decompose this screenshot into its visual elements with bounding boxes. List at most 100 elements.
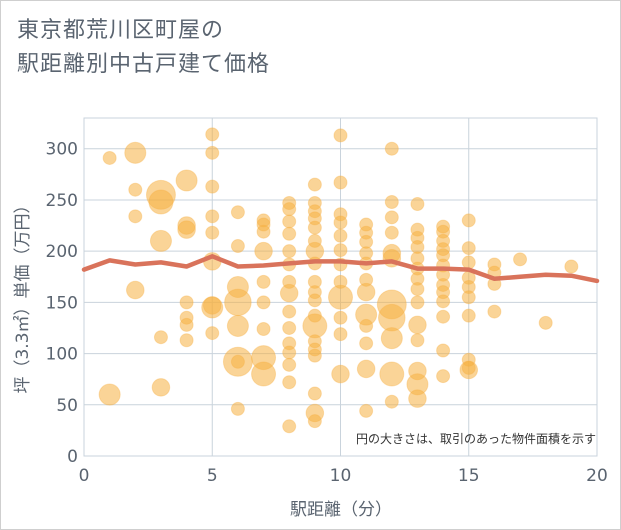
chart-note: 円の大きさは、取引のあった物件面積を示す (356, 431, 596, 446)
bubble-point (282, 214, 297, 229)
bubble-point (379, 361, 405, 387)
y-tick-label: 100 (46, 345, 78, 365)
bubble-point (333, 327, 348, 342)
bubble-point (128, 209, 143, 224)
bubble-point (356, 359, 376, 379)
bubble-point (148, 189, 174, 215)
bubble-point (380, 327, 403, 350)
bubble-point (282, 274, 297, 289)
bubble-point (230, 354, 245, 369)
bubble-point (202, 296, 222, 315)
bubble-point (307, 233, 322, 248)
bubble-point (461, 308, 476, 323)
bubble-point (124, 141, 147, 164)
bubble-point (256, 321, 271, 336)
bubble-point (436, 294, 451, 309)
bubble-point (153, 330, 168, 345)
bubble-point (205, 145, 220, 160)
bubble-point (179, 295, 194, 310)
y-tick-label: 150 (46, 293, 78, 313)
bubble-point (333, 274, 348, 289)
y-tick-label: 200 (46, 242, 78, 262)
bubble-point (282, 226, 297, 241)
bubble-point (126, 280, 145, 300)
bubble-point (98, 383, 121, 406)
bubble-point (282, 419, 297, 434)
bubble-point (230, 205, 245, 220)
bubble-point (205, 127, 220, 142)
y-tick-label: 250 (46, 191, 78, 211)
bubble-point (359, 336, 374, 351)
bubble-point (333, 215, 348, 230)
bubble-point (282, 304, 297, 319)
bubble-point (461, 241, 476, 256)
bubble-point (408, 389, 427, 408)
bubble-point (384, 141, 399, 156)
bubble-point (410, 197, 425, 212)
bubble-point (359, 318, 374, 333)
bubble-point (205, 225, 220, 240)
bubble-point (513, 252, 528, 267)
x-tick-label: 20 (586, 466, 608, 486)
bubble-point (179, 317, 194, 332)
bubble-point (149, 229, 172, 252)
bubble-point (359, 403, 374, 418)
bubble-point (333, 243, 348, 258)
bubble-point (333, 175, 348, 190)
bubble-point (282, 345, 297, 360)
bubble-point (384, 194, 399, 209)
trend-layer (81, 254, 600, 284)
bubble-point (408, 315, 427, 335)
bubble-point (461, 213, 476, 228)
y-tick-label: 50 (56, 396, 78, 416)
bubble-point (256, 274, 271, 289)
x-tick-label: 10 (330, 466, 352, 486)
bubble-point (378, 303, 406, 332)
bubble-point (307, 386, 322, 401)
bubble-point (461, 255, 476, 270)
bubble-point (461, 360, 476, 375)
bubble-point (307, 348, 322, 363)
bubble-point (226, 314, 249, 337)
bubble-layer (98, 127, 579, 434)
bubble-point (461, 290, 476, 305)
bubble-point (151, 378, 171, 397)
bubble-point (282, 202, 297, 217)
bubble-point (205, 209, 220, 224)
bubble-point (179, 333, 194, 348)
bubble-point (333, 128, 348, 143)
bubble-point (251, 361, 277, 387)
bubble-point (230, 239, 245, 254)
bubble-point (175, 169, 198, 192)
bubble-point (282, 244, 297, 259)
bubble-point (307, 293, 322, 308)
bubble-point (102, 150, 117, 165)
bubble-point (307, 308, 322, 323)
grid (83, 117, 598, 457)
average-price-line (81, 254, 600, 284)
bubble-point (307, 414, 322, 429)
bubble-point (254, 241, 273, 261)
bubble-point (307, 220, 322, 235)
x-tick-label: 0 (79, 466, 90, 486)
bubble-point (282, 375, 297, 390)
bubble-point (331, 364, 350, 384)
bubble-point (333, 228, 348, 243)
bubble-point (384, 225, 399, 240)
y-axis-title: 坪（3.3㎡）単価（万円） (13, 196, 33, 393)
ticks: 0 50 100 150 200 250 300 0 5 10 15 20 (46, 140, 608, 486)
bubble-point (487, 304, 502, 319)
bubble-point (410, 333, 425, 348)
bubble-point (282, 357, 297, 372)
x-tick-label: 15 (458, 466, 480, 486)
bubble-point (538, 315, 553, 330)
bubble-point (333, 310, 348, 325)
bubble-point (205, 179, 220, 194)
bubble-point (230, 401, 245, 416)
bubble-point (256, 295, 271, 310)
bubble-point (410, 295, 425, 310)
bubble-point (384, 394, 399, 409)
bubble-point (256, 224, 271, 239)
chart-title: 東京都荒川区町屋の 駅距離別中古戸建て価格 (17, 18, 271, 77)
